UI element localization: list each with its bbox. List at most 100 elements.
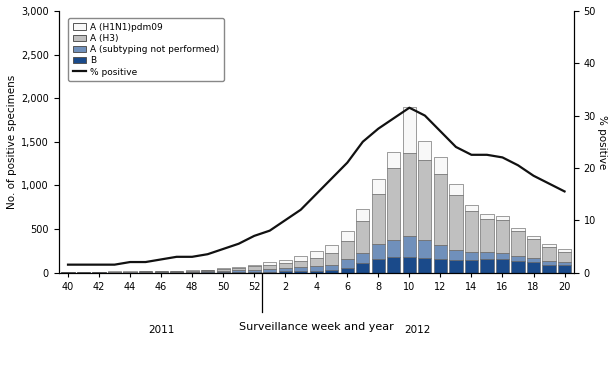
Bar xyxy=(371,194,385,244)
Bar xyxy=(263,269,276,272)
Bar xyxy=(155,271,168,272)
Y-axis label: No. of positive specimens: No. of positive specimens xyxy=(7,75,17,209)
Text: 2012: 2012 xyxy=(404,325,430,335)
Bar xyxy=(527,258,540,263)
Bar xyxy=(403,107,416,153)
Legend: A (H1N1)pdm09, A (H3), A (subtyping not performed), B, % positive: A (H1N1)pdm09, A (H3), A (subtyping not … xyxy=(68,18,224,81)
Bar xyxy=(465,205,478,211)
Bar xyxy=(263,262,276,265)
Bar xyxy=(465,253,478,260)
Bar xyxy=(403,236,416,257)
Bar xyxy=(294,267,308,271)
Bar xyxy=(185,270,199,271)
Bar xyxy=(387,257,400,273)
Bar xyxy=(542,244,556,247)
Bar xyxy=(558,251,571,262)
Bar xyxy=(418,141,432,160)
Bar xyxy=(371,179,385,194)
Bar xyxy=(403,153,416,236)
Bar xyxy=(434,174,447,245)
Bar xyxy=(496,216,509,220)
Bar xyxy=(449,250,462,260)
Bar xyxy=(480,252,494,258)
Bar xyxy=(325,265,338,270)
Bar xyxy=(309,266,323,271)
Bar xyxy=(449,195,462,250)
Bar xyxy=(279,263,292,268)
Bar xyxy=(558,250,571,251)
Bar xyxy=(341,231,354,241)
Bar xyxy=(480,258,494,273)
Bar xyxy=(232,272,245,273)
Bar xyxy=(418,160,432,240)
Bar xyxy=(449,260,462,273)
Bar xyxy=(387,152,400,168)
Bar xyxy=(356,263,370,273)
Bar xyxy=(371,244,385,258)
X-axis label: Surveillance week and year: Surveillance week and year xyxy=(239,322,394,332)
Bar xyxy=(309,271,323,273)
Bar xyxy=(294,261,308,267)
Bar xyxy=(279,272,292,273)
Bar xyxy=(217,271,230,272)
Bar xyxy=(294,257,308,261)
Bar xyxy=(217,272,230,273)
Bar xyxy=(434,245,447,259)
Bar xyxy=(465,211,478,253)
Bar xyxy=(418,240,432,258)
Bar xyxy=(527,263,540,273)
Bar xyxy=(527,238,540,258)
Bar xyxy=(480,214,494,219)
Bar xyxy=(185,271,199,272)
Bar xyxy=(325,270,338,273)
Bar xyxy=(309,251,323,258)
Bar xyxy=(496,258,509,273)
Bar xyxy=(542,265,556,273)
Bar xyxy=(387,168,400,240)
Bar xyxy=(217,269,230,271)
Bar xyxy=(263,265,276,269)
Bar xyxy=(309,258,323,266)
Bar xyxy=(232,268,245,270)
Bar xyxy=(542,247,556,261)
Bar xyxy=(294,271,308,273)
Bar xyxy=(201,270,214,272)
Bar xyxy=(511,261,524,273)
Bar xyxy=(247,266,261,270)
Bar xyxy=(341,268,354,273)
Bar xyxy=(511,231,524,256)
Bar xyxy=(356,209,370,222)
Bar xyxy=(325,253,338,265)
Bar xyxy=(325,245,338,253)
Bar xyxy=(279,260,292,263)
Bar xyxy=(434,157,447,174)
Bar xyxy=(558,265,571,273)
Bar xyxy=(232,270,245,272)
Bar xyxy=(496,220,509,253)
Bar xyxy=(511,256,524,261)
Bar xyxy=(496,253,509,258)
Bar xyxy=(418,258,432,273)
Bar xyxy=(527,236,540,238)
Bar xyxy=(341,260,354,268)
Bar xyxy=(170,271,183,272)
Bar xyxy=(480,219,494,252)
Bar xyxy=(387,240,400,257)
Y-axis label: % positive: % positive xyxy=(597,115,607,169)
Bar xyxy=(232,267,245,268)
Bar xyxy=(247,270,261,272)
Bar xyxy=(263,272,276,273)
Bar xyxy=(434,259,447,273)
Bar xyxy=(247,264,261,266)
Bar xyxy=(279,268,292,272)
Bar xyxy=(356,222,370,253)
Bar xyxy=(371,258,385,273)
Text: 2011: 2011 xyxy=(148,325,174,335)
Bar xyxy=(247,272,261,273)
Bar xyxy=(542,261,556,265)
Bar xyxy=(403,257,416,273)
Bar xyxy=(356,253,370,263)
Bar xyxy=(558,262,571,265)
Bar xyxy=(449,184,462,195)
Bar xyxy=(465,260,478,273)
